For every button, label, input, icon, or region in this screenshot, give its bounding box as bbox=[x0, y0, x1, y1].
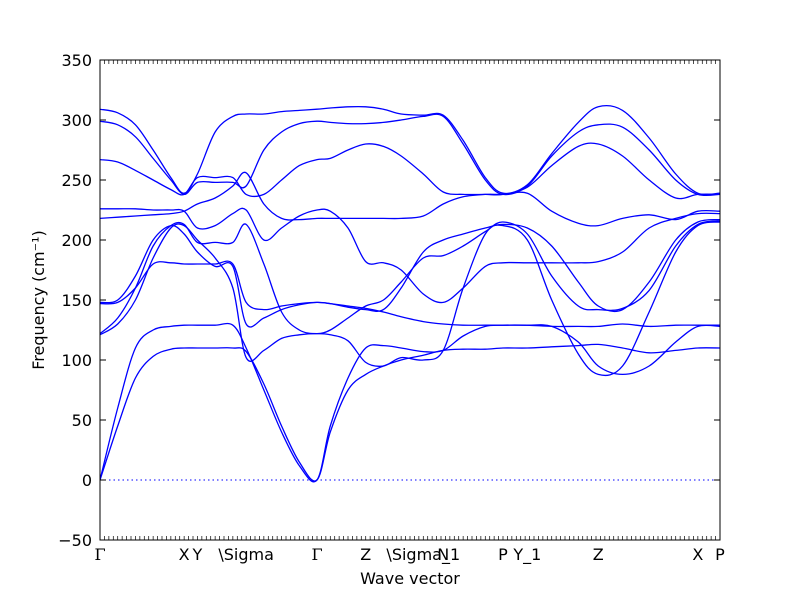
y-axis: −50 0 50 100 150 200 250 300 350 bbox=[58, 51, 720, 550]
band-line-4 bbox=[100, 220, 720, 335]
band-line-1 bbox=[100, 343, 720, 482]
series-layer bbox=[100, 105, 720, 483]
x-tick-label: Z bbox=[360, 545, 371, 564]
y-tick-label: 200 bbox=[61, 231, 92, 250]
band-line-2 bbox=[100, 322, 720, 483]
band-line-11 bbox=[100, 105, 720, 196]
y-tick-label: 250 bbox=[61, 171, 92, 190]
y-axis-label: Frequency (cm⁻¹) bbox=[29, 230, 48, 369]
y-tick-label: 300 bbox=[61, 111, 92, 130]
x-axis: Γ X Y \Sigma Γ Z \Sigma_1N P Y_1 Z X P bbox=[94, 545, 725, 565]
x-tick-label: Γ bbox=[94, 545, 105, 564]
x-tick-label: \Sigma bbox=[218, 545, 274, 564]
band-line-7 bbox=[100, 171, 720, 227]
band-line-6 bbox=[100, 218, 720, 328]
y-tick-label: 0 bbox=[82, 471, 92, 490]
minor-ticks bbox=[99, 60, 721, 540]
x-tick-label: X bbox=[179, 545, 190, 564]
y-tick-label: 100 bbox=[61, 351, 92, 370]
band-line-3 bbox=[100, 221, 720, 377]
x-tick-label: P bbox=[498, 545, 508, 564]
x-tick-label: \Sigma_1 bbox=[386, 545, 460, 565]
plot-area bbox=[99, 59, 721, 541]
x-tick-label: P bbox=[715, 545, 725, 564]
x-axis-label: Wave vector bbox=[360, 569, 460, 588]
axes-frame bbox=[99, 59, 721, 541]
band-line-10 bbox=[100, 113, 720, 197]
y-tick-label: 350 bbox=[61, 51, 92, 70]
band-line-9 bbox=[100, 142, 720, 200]
x-tick-label: Y bbox=[192, 545, 203, 564]
x-tick-label: Y_1 bbox=[512, 545, 541, 565]
x-tick-label: Γ bbox=[311, 545, 322, 564]
y-tick-label: 150 bbox=[61, 291, 92, 310]
band-line-8 bbox=[100, 207, 720, 304]
x-tick-label: N bbox=[437, 545, 449, 564]
x-tick-label: X bbox=[692, 545, 703, 564]
y-tick-label: 50 bbox=[72, 411, 92, 430]
y-tick-label: −50 bbox=[58, 531, 92, 550]
band-line-5 bbox=[100, 260, 720, 328]
x-tick-label: Z bbox=[593, 545, 604, 564]
